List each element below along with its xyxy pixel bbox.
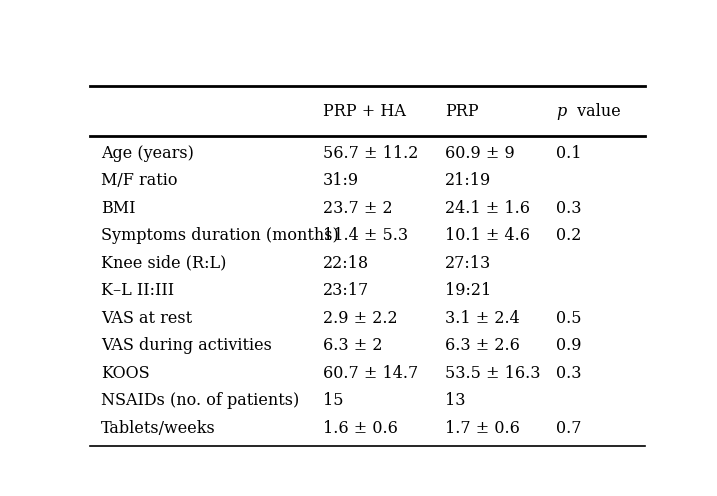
Text: 0.7: 0.7 (556, 420, 582, 436)
Text: VAS at rest: VAS at rest (100, 310, 192, 326)
Text: 56.7 ± 11.2: 56.7 ± 11.2 (323, 145, 419, 162)
Text: 6.3 ± 2.6: 6.3 ± 2.6 (445, 337, 520, 354)
Text: 0.3: 0.3 (556, 365, 582, 381)
Text: p: p (556, 103, 566, 120)
Text: VAS during activities: VAS during activities (100, 337, 272, 354)
Text: M/F ratio: M/F ratio (100, 172, 177, 189)
Text: 0.5: 0.5 (556, 310, 582, 326)
Text: 60.7 ± 14.7: 60.7 ± 14.7 (323, 365, 418, 381)
Text: NSAIDs (no. of patients): NSAIDs (no. of patients) (100, 392, 299, 409)
Text: Knee side (R:L): Knee side (R:L) (100, 254, 226, 272)
Text: KOOS: KOOS (100, 365, 149, 381)
Text: Tablets/weeks: Tablets/weeks (100, 420, 216, 436)
Text: 53.5 ± 16.3: 53.5 ± 16.3 (445, 365, 541, 381)
Text: value: value (572, 103, 621, 120)
Text: 21:19: 21:19 (445, 172, 492, 189)
Text: 27:13: 27:13 (445, 254, 492, 272)
Text: 0.1: 0.1 (556, 145, 582, 162)
Text: 1.7 ± 0.6: 1.7 ± 0.6 (445, 420, 520, 436)
Text: 23.7 ± 2: 23.7 ± 2 (323, 199, 393, 217)
Text: Age (years): Age (years) (100, 145, 194, 162)
Text: 0.9: 0.9 (556, 337, 582, 354)
Text: PRP: PRP (445, 103, 479, 120)
Text: 60.9 ± 9: 60.9 ± 9 (445, 145, 515, 162)
Text: PRP + HA: PRP + HA (323, 103, 406, 120)
Text: 15: 15 (323, 392, 343, 409)
Text: BMI: BMI (100, 199, 136, 217)
Text: 0.3: 0.3 (556, 199, 582, 217)
Text: 31:9: 31:9 (323, 172, 359, 189)
Text: 10.1 ± 4.6: 10.1 ± 4.6 (445, 227, 531, 244)
Text: 11.4 ± 5.3: 11.4 ± 5.3 (323, 227, 408, 244)
Text: 22:18: 22:18 (323, 254, 369, 272)
Text: 19:21: 19:21 (445, 282, 492, 299)
Text: 24.1 ± 1.6: 24.1 ± 1.6 (445, 199, 531, 217)
Text: 13: 13 (445, 392, 466, 409)
Text: K–L II:III: K–L II:III (100, 282, 174, 299)
Text: 3.1 ± 2.4: 3.1 ± 2.4 (445, 310, 520, 326)
Text: 23:17: 23:17 (323, 282, 369, 299)
Text: 0.2: 0.2 (556, 227, 581, 244)
Text: 2.9 ± 2.2: 2.9 ± 2.2 (323, 310, 398, 326)
Text: Symptoms duration (months): Symptoms duration (months) (100, 227, 338, 244)
Text: 1.6 ± 0.6: 1.6 ± 0.6 (323, 420, 398, 436)
Text: 6.3 ± 2: 6.3 ± 2 (323, 337, 382, 354)
